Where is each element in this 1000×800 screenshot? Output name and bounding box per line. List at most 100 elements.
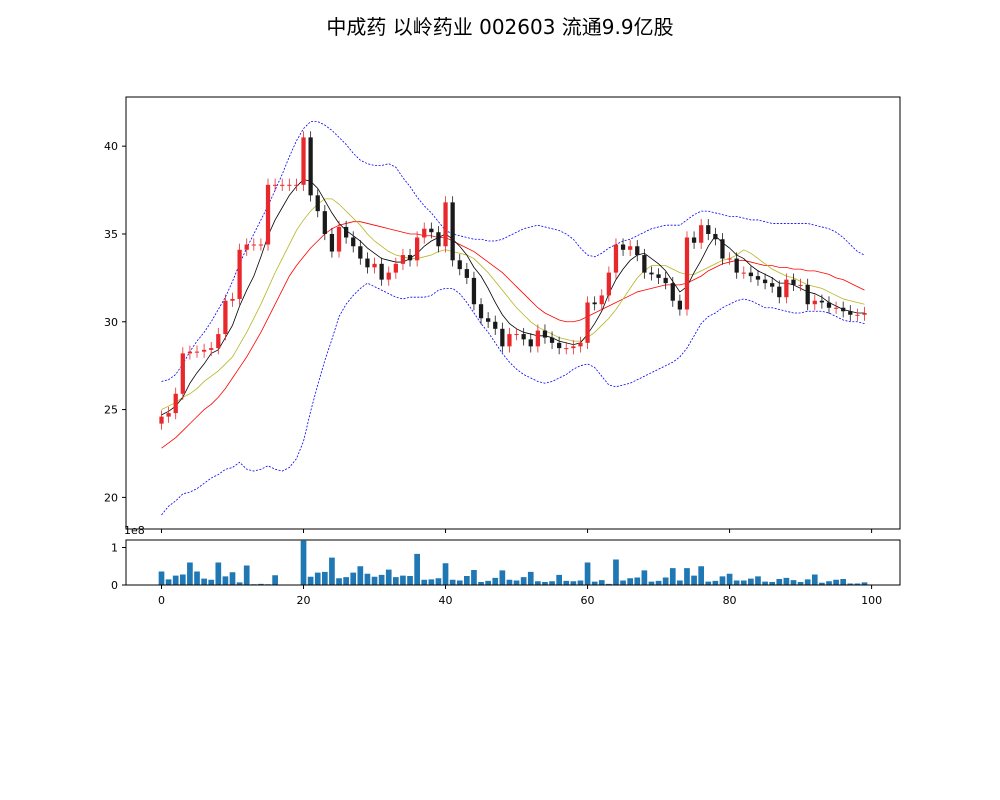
candle-body xyxy=(699,225,704,243)
volume-bar xyxy=(840,579,847,585)
candlestick xyxy=(599,289,604,311)
candle-body xyxy=(166,413,171,417)
candlestick xyxy=(564,341,569,355)
volume-bar xyxy=(449,579,456,585)
volume-bar xyxy=(336,578,342,585)
x-tick-label: 80 xyxy=(723,594,737,607)
volume-bar xyxy=(364,573,371,585)
price-axes: 20 25 30 35 40 xyxy=(104,96,901,530)
volume-bar xyxy=(662,577,669,585)
candle-body xyxy=(798,284,803,286)
volume-bar xyxy=(194,571,200,585)
candle-body xyxy=(841,307,846,312)
candle-body xyxy=(400,255,406,264)
volume-bar xyxy=(492,577,499,585)
price-tick-label: 40 xyxy=(104,140,118,153)
volume-offset-label: 1e8 xyxy=(124,524,145,537)
chart-title: 中成药 以岭药业 002603 流通9.9亿股 xyxy=(326,15,673,39)
candle-body xyxy=(784,279,789,298)
candlestick xyxy=(322,205,327,241)
candlestick xyxy=(819,294,825,309)
candlestick xyxy=(166,406,171,423)
candlestick xyxy=(514,327,519,341)
candle-body xyxy=(258,244,264,246)
candle-body xyxy=(372,263,377,268)
candle-body xyxy=(429,228,434,233)
volume-bar xyxy=(762,581,768,585)
candlestick xyxy=(379,257,384,286)
candle-body xyxy=(677,300,683,310)
volume-bar xyxy=(442,563,449,585)
volume-bar xyxy=(229,572,236,585)
volume-bar xyxy=(179,574,186,585)
candle-body xyxy=(755,276,761,280)
candlestick xyxy=(755,269,761,286)
volume-bar xyxy=(755,576,761,585)
candle-body xyxy=(507,334,512,347)
candlestick xyxy=(308,131,313,202)
candle-body xyxy=(336,226,342,252)
candle-body xyxy=(833,307,839,309)
candle-body xyxy=(777,286,782,298)
candlestick xyxy=(237,243,242,306)
candlestick xyxy=(585,296,590,349)
boll-lower-line xyxy=(161,282,865,516)
candle-body xyxy=(194,351,200,353)
candle-body xyxy=(223,300,228,335)
candle-body xyxy=(734,258,739,273)
candle-body xyxy=(443,202,448,247)
candlestick xyxy=(841,301,846,318)
candle-body xyxy=(691,237,697,243)
volume-bar xyxy=(435,578,442,585)
volume-bar xyxy=(719,576,726,585)
candlestick xyxy=(301,131,306,191)
candlestick xyxy=(798,278,803,292)
volume-bar xyxy=(641,570,648,585)
candlestick xyxy=(478,298,484,325)
candle-body xyxy=(642,255,647,273)
candlestick xyxy=(691,231,697,249)
candlestick xyxy=(649,266,654,281)
volume-bar xyxy=(804,579,811,585)
candlestick xyxy=(493,315,498,335)
volume-bar xyxy=(300,540,307,585)
candle-body xyxy=(329,233,335,252)
candle-body xyxy=(514,334,519,336)
candlestick xyxy=(784,273,789,304)
candlestick xyxy=(159,410,164,430)
x-tick-label: 0 xyxy=(158,594,165,607)
candle-body xyxy=(407,255,413,261)
candle-body xyxy=(656,274,661,278)
volume-bar xyxy=(634,577,641,585)
volume-bar xyxy=(243,565,250,585)
volume-bar xyxy=(357,566,364,585)
volume-bar xyxy=(314,572,321,585)
candle-body xyxy=(287,184,292,186)
candlestick xyxy=(762,273,768,290)
volume-bar xyxy=(769,582,776,585)
volume-bar xyxy=(542,582,548,585)
candlestick xyxy=(557,336,562,355)
volume-bar xyxy=(392,577,399,585)
candlestick xyxy=(507,327,512,353)
candlestick xyxy=(251,238,256,251)
volume-bar xyxy=(584,562,591,585)
candle-body xyxy=(251,244,256,246)
candle-body xyxy=(770,283,775,287)
price-plot-area xyxy=(159,121,867,516)
volume-plot-area xyxy=(158,540,868,585)
volume-bar xyxy=(627,578,634,585)
candle-body xyxy=(280,184,285,186)
candlestick xyxy=(635,240,640,262)
volume-bar xyxy=(563,580,570,585)
candle-body xyxy=(585,302,590,343)
candle-body xyxy=(805,284,810,305)
candlestick xyxy=(272,178,278,191)
candle-body xyxy=(209,348,214,350)
volume-bar xyxy=(648,581,655,585)
volume-bar xyxy=(591,581,598,585)
candle-body xyxy=(322,211,327,234)
volume-bar xyxy=(705,581,712,585)
volume-bar xyxy=(833,579,839,585)
